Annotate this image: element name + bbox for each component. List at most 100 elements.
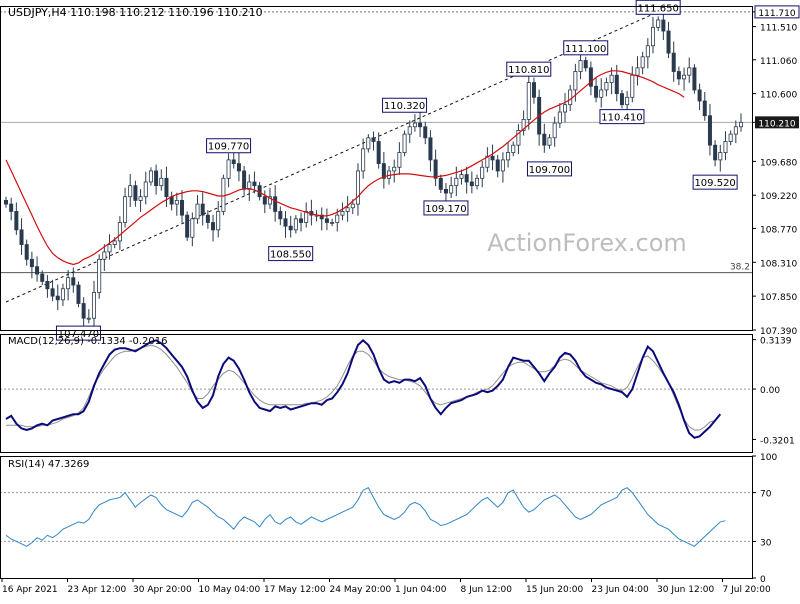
candle-body: [635, 67, 640, 76]
candle-body: [718, 152, 723, 161]
candle-body: [350, 203, 355, 209]
candle-body: [236, 163, 241, 172]
candle-body: [402, 133, 407, 153]
candle-body: [50, 288, 55, 297]
candle-body: [148, 170, 153, 183]
candle-body: [656, 19, 661, 28]
candle-body: [138, 196, 143, 201]
candle-body: [713, 144, 718, 161]
candle-body: [133, 185, 138, 201]
candle-body: [475, 177, 480, 187]
candle-body: [330, 222, 335, 224]
candle-body: [676, 71, 681, 80]
candle-body: [91, 292, 96, 319]
price-annotation-label: 111.100: [565, 44, 606, 55]
candle-body: [24, 244, 29, 260]
price-annotation-label: 110.810: [508, 65, 549, 76]
candle-body: [619, 93, 624, 106]
candle-body: [86, 317, 91, 320]
candle-body: [9, 203, 14, 212]
candle-body: [4, 199, 9, 205]
candle-body: [526, 82, 531, 120]
candle-body: [511, 144, 516, 153]
macd-y-tick-label: -0.3201: [760, 436, 795, 446]
candle-body: [112, 240, 117, 245]
candle-body: [195, 203, 200, 220]
candle-body: [216, 211, 221, 231]
price-annotation-box: [563, 40, 609, 56]
candle-body: [252, 181, 257, 187]
price-y-tick-label: 111.510: [760, 24, 797, 34]
candle-body: [625, 96, 630, 106]
candle-body: [702, 100, 707, 117]
candle-body: [102, 251, 107, 260]
candle-body: [128, 185, 133, 198]
candle-body: [578, 60, 583, 72]
x-tick-label: 15 Jun 20:00: [526, 585, 583, 595]
macd-label: MACD(12,26,9) -0.1334 -0.2016: [8, 336, 168, 347]
candle-body: [262, 196, 267, 205]
candle-body: [464, 174, 469, 183]
moving-average-line: [5, 70, 685, 266]
price-annotation-box: [692, 174, 738, 190]
price-annotation-box: [268, 246, 314, 262]
candle-body: [123, 196, 128, 223]
price-y-tick-label: 107.850: [760, 293, 797, 303]
candle-body: [231, 159, 236, 164]
price-y-tick-label: 109.220: [760, 192, 797, 202]
fib-level-label: 38.2: [730, 263, 750, 273]
rsi-panel: 100 70 30 0: [0, 453, 777, 585]
candle-body: [651, 26, 656, 47]
candle-body: [516, 130, 521, 146]
candle-body: [335, 214, 340, 223]
candle-body: [117, 222, 122, 242]
candle-body: [614, 74, 619, 95]
candle-body: [428, 137, 433, 161]
candle-body: [185, 214, 190, 238]
candle-body: [60, 288, 65, 301]
candle-body: [666, 30, 671, 54]
candle-body: [355, 170, 360, 205]
macd-panel-frame: [0, 334, 753, 453]
symbol-info: USDJPY,H4 110.198 110.212 110.196 110.21…: [8, 6, 263, 19]
candle-body: [568, 89, 573, 106]
candle-body: [630, 74, 635, 98]
candle-body: [340, 211, 345, 216]
candle-body: [438, 177, 443, 190]
candle-body: [454, 177, 459, 187]
price-annotation-label: 109.520: [694, 178, 735, 189]
price-annotation-label: 109.770: [208, 142, 249, 153]
last-price-label: 110.210: [758, 119, 795, 129]
x-tick-label: 7 Jul 20:00: [723, 585, 772, 595]
candle-body: [345, 207, 350, 212]
candle-body: [645, 45, 650, 58]
price-annotation-box: [506, 61, 552, 77]
candle-body: [371, 137, 376, 142]
candle-body: [174, 199, 179, 205]
candle-body: [107, 244, 112, 253]
candle-body: [14, 211, 19, 231]
macd-y-tick-label: 0.3139: [760, 337, 792, 347]
price-annotation-box: [635, 0, 681, 15]
x-axis: 16 Apr 2021 23 Apr 12:00 30 Apr 20:00 10 Ma…: [1, 578, 772, 595]
candle-body: [506, 152, 511, 161]
candle-body: [609, 74, 614, 83]
candle-body: [661, 19, 666, 32]
price-annotation-label: 110.320: [384, 101, 425, 112]
candle-body: [418, 122, 423, 128]
candle-body: [723, 141, 728, 153]
candle-body: [19, 229, 24, 245]
candle-body: [211, 222, 216, 231]
candle-body: [521, 119, 526, 131]
price-annotation-box: [206, 138, 252, 154]
candle-body: [361, 148, 366, 172]
x-tick-label: 8 Jun 12:00: [461, 585, 513, 595]
candle-body: [733, 126, 738, 135]
candle-body: [397, 152, 402, 168]
candle-body: [682, 74, 687, 80]
price-y-tick-label: 108.770: [760, 225, 797, 235]
candle-body: [552, 122, 557, 139]
resistance-price-box: [754, 5, 800, 19]
macd-line: [5, 338, 722, 439]
candle-body: [485, 155, 490, 168]
